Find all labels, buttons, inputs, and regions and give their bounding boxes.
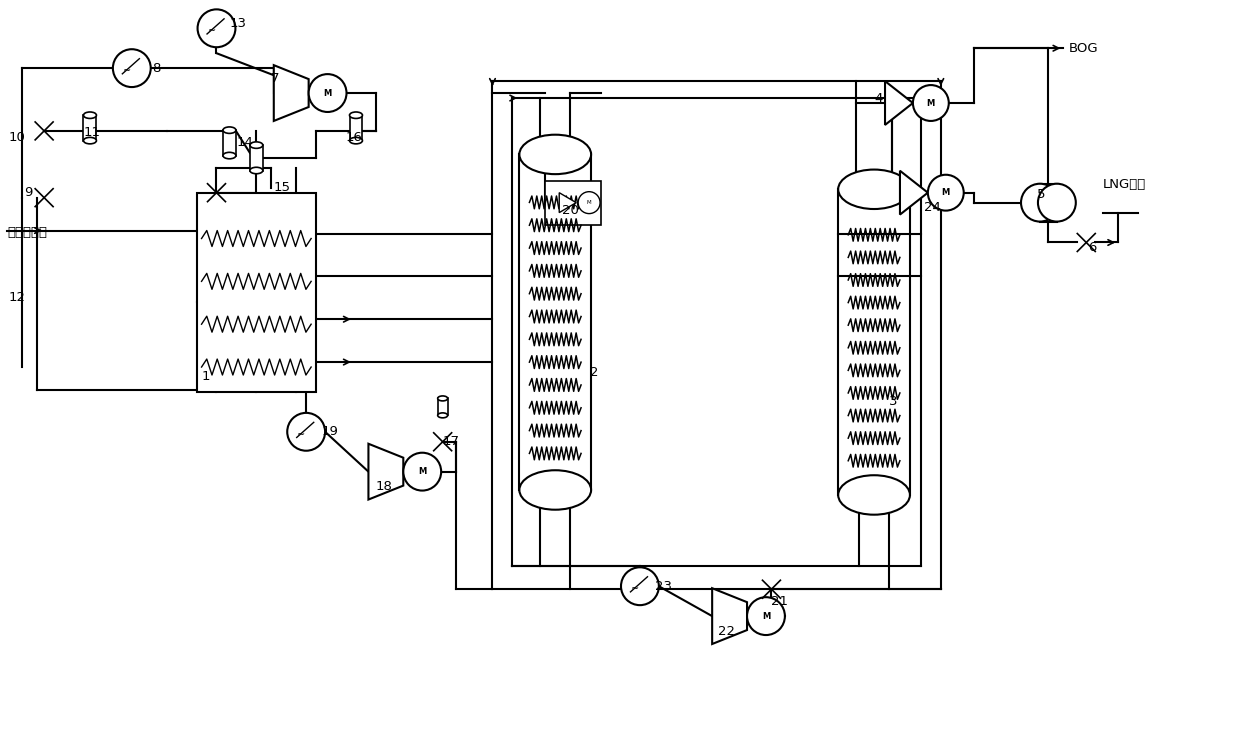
Text: ~: ~: [208, 26, 216, 36]
Circle shape: [746, 597, 785, 635]
Circle shape: [113, 49, 151, 87]
Ellipse shape: [520, 135, 591, 174]
Ellipse shape: [1021, 183, 1059, 222]
Circle shape: [288, 413, 325, 450]
Ellipse shape: [223, 153, 236, 159]
Text: 12: 12: [9, 291, 25, 304]
Text: BOG: BOG: [1069, 41, 1097, 55]
Text: 22: 22: [718, 625, 734, 638]
Text: 17: 17: [443, 435, 460, 448]
Text: 21: 21: [771, 595, 789, 608]
Text: 净化天然气: 净化天然气: [7, 226, 47, 239]
Bar: [520, 154, 591, 490]
Bar: [546, 180, 601, 225]
Polygon shape: [368, 444, 403, 499]
Text: 8: 8: [151, 62, 160, 74]
Polygon shape: [274, 65, 309, 121]
Ellipse shape: [350, 138, 362, 144]
Text: 14: 14: [237, 136, 253, 150]
Text: M: M: [587, 200, 591, 205]
Bar: [438, 399, 448, 415]
Ellipse shape: [83, 112, 97, 119]
Ellipse shape: [250, 167, 263, 174]
Bar: [223, 130, 236, 156]
Text: ~: ~: [298, 429, 305, 440]
Bar: [197, 193, 316, 392]
Text: M: M: [761, 611, 770, 620]
Circle shape: [309, 74, 346, 112]
Text: 19: 19: [321, 426, 339, 438]
Text: 6: 6: [1089, 241, 1096, 254]
Text: ~: ~: [631, 584, 640, 594]
Bar: [83, 115, 97, 141]
Ellipse shape: [838, 169, 910, 209]
Circle shape: [197, 9, 236, 47]
Polygon shape: [712, 588, 746, 644]
Bar: [1040, 183, 1056, 222]
Text: 5: 5: [1037, 188, 1045, 202]
Ellipse shape: [223, 127, 236, 133]
Ellipse shape: [250, 142, 263, 148]
Text: 2: 2: [590, 365, 599, 378]
Ellipse shape: [83, 138, 97, 144]
Ellipse shape: [438, 396, 448, 401]
Polygon shape: [900, 171, 928, 214]
Circle shape: [621, 567, 658, 605]
Ellipse shape: [838, 475, 910, 514]
Circle shape: [578, 192, 600, 214]
Text: 1: 1: [202, 371, 210, 384]
Polygon shape: [559, 193, 577, 213]
Text: 11: 11: [84, 126, 100, 139]
Text: 3: 3: [889, 396, 898, 408]
Circle shape: [403, 453, 441, 490]
Ellipse shape: [350, 112, 362, 119]
Ellipse shape: [520, 470, 591, 510]
Bar: [350, 115, 362, 141]
Text: 13: 13: [229, 17, 247, 30]
Text: 10: 10: [9, 132, 25, 144]
Text: 18: 18: [376, 480, 393, 493]
Text: 24: 24: [924, 201, 941, 214]
Ellipse shape: [1038, 183, 1076, 222]
Text: M: M: [926, 99, 935, 108]
Text: 20: 20: [562, 204, 579, 217]
Bar: [838, 190, 910, 495]
Text: 7: 7: [272, 71, 280, 85]
Bar: [250, 145, 263, 171]
Text: M: M: [941, 188, 950, 197]
Text: M: M: [324, 89, 332, 98]
Text: 4: 4: [874, 92, 883, 105]
Circle shape: [928, 174, 963, 211]
Text: M: M: [418, 467, 427, 476]
Text: 16: 16: [346, 132, 363, 144]
Text: ~: ~: [123, 66, 131, 76]
Text: LNG产品: LNG产品: [1104, 178, 1147, 191]
Text: 9: 9: [25, 186, 32, 199]
Circle shape: [913, 85, 949, 121]
Polygon shape: [885, 81, 913, 125]
Ellipse shape: [438, 413, 448, 418]
Text: 15: 15: [273, 181, 290, 194]
Text: 23: 23: [655, 580, 672, 593]
